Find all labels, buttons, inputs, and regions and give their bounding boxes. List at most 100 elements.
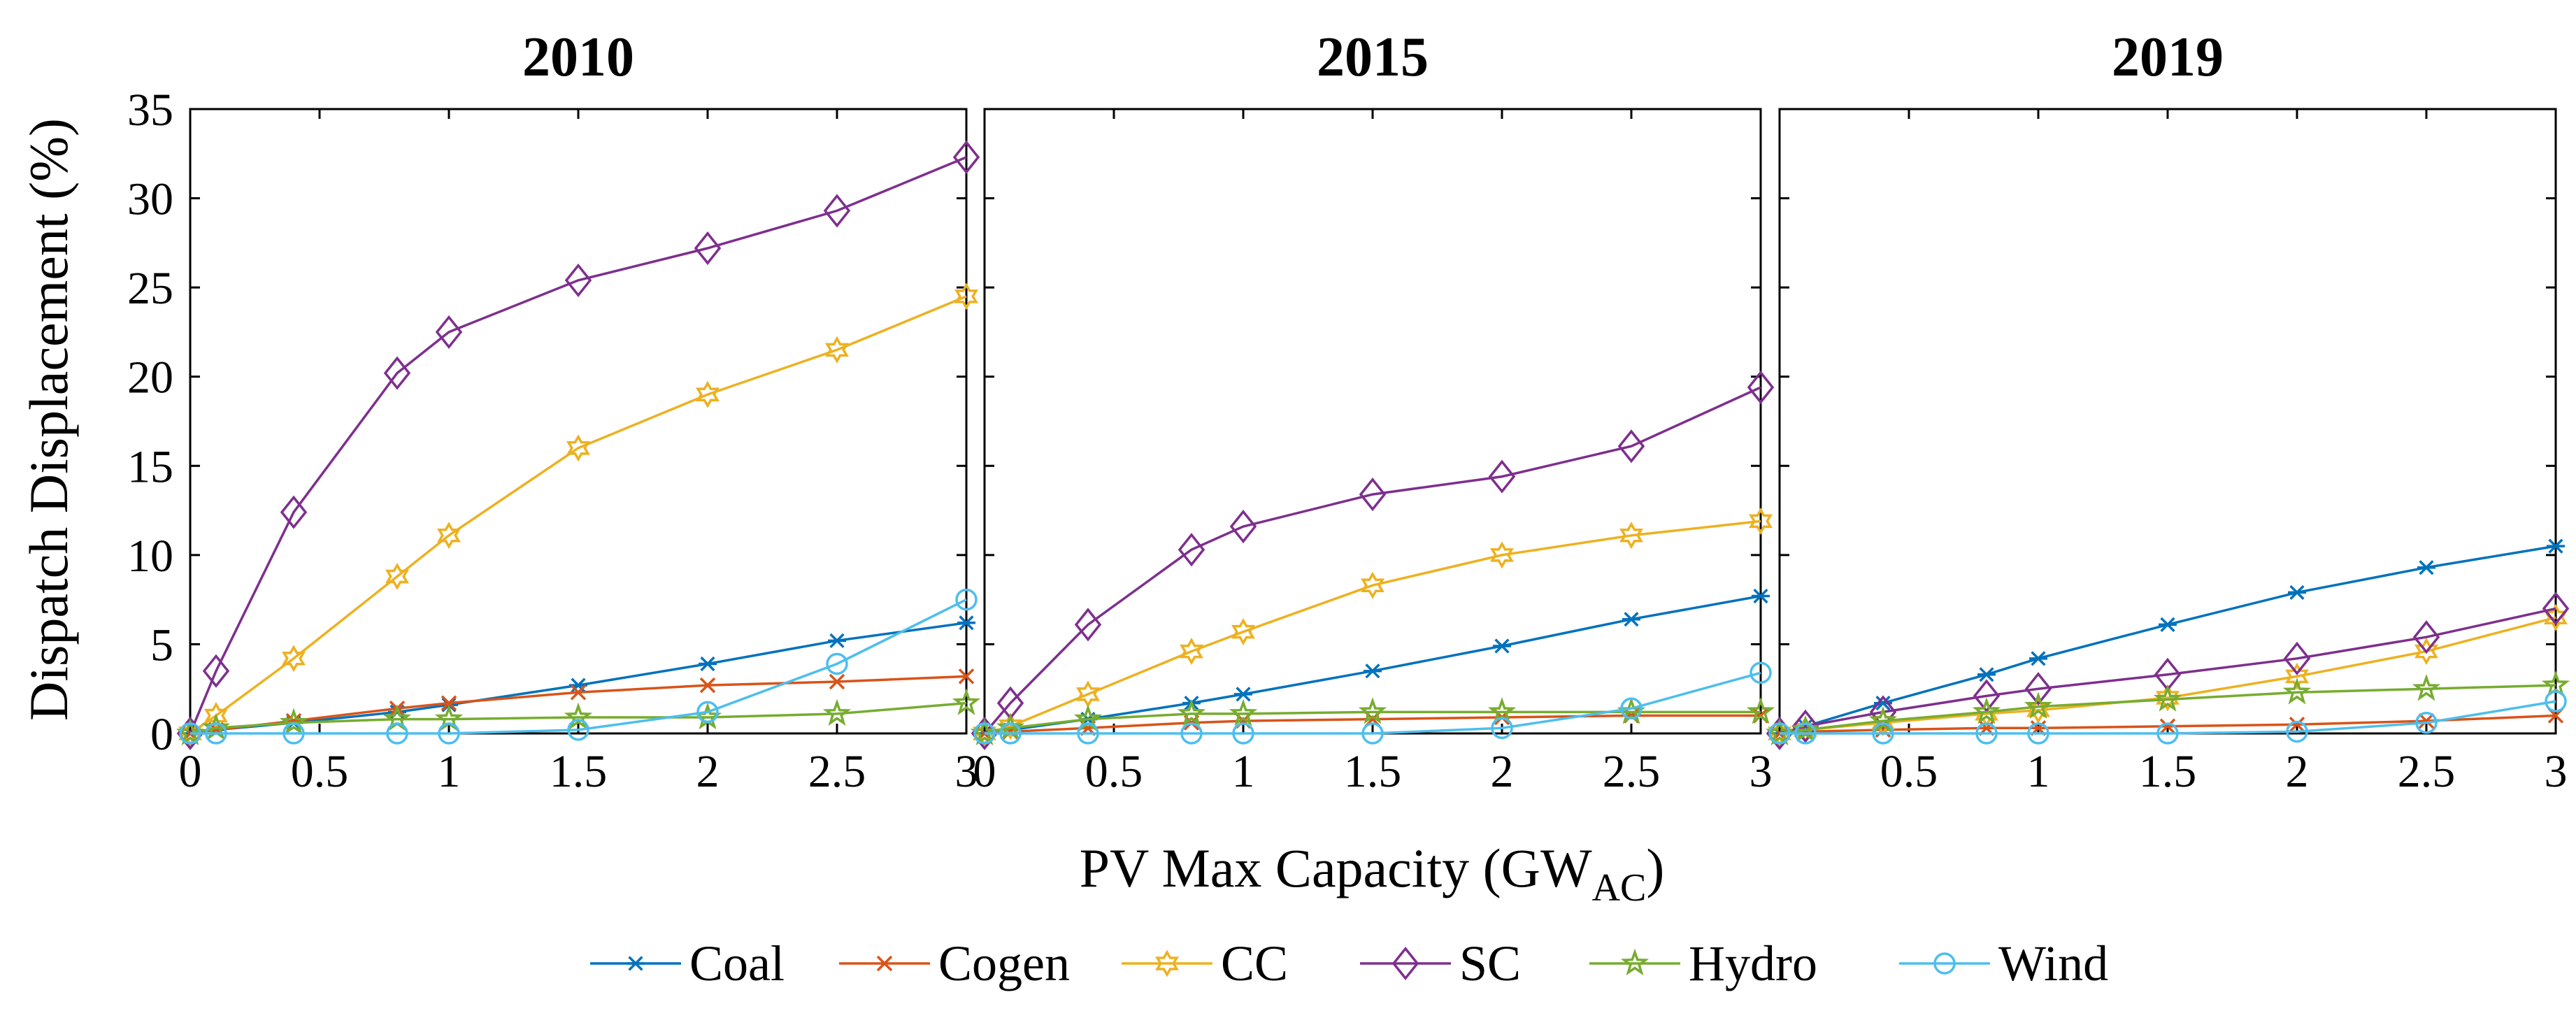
x-tick-label: 1 [438,746,461,797]
data-point-coal [1622,612,1640,627]
x-tick-label: 0 [973,746,996,797]
data-point-wind [1180,722,1203,745]
legend-marker-asterisk [627,956,645,971]
data-point-cc [566,434,590,462]
data-point-hydro [822,698,852,726]
series-wind [179,588,978,745]
data-point-wind [999,722,1022,745]
x-tick-label: 1.5 [2139,746,2197,797]
panel-2015: 2015 0 0.5 1 1.5 2 2.5 3 [970,27,1775,797]
data-point-sc [823,194,851,228]
y-tick-label: 15 [127,441,173,492]
x-tick-label: 1 [2027,746,2050,797]
series-line-hydro [189,701,967,735]
legend-label: CC [1221,935,1288,991]
x-tick-label: 2 [2286,746,2309,797]
data-point-wind [1872,722,1894,745]
plot-frame [983,108,1762,735]
data-point-sc [202,654,230,688]
legend-item-cc: CC [1122,935,1288,991]
data-point-wind [2415,711,2438,734]
plot-frame [1778,108,2557,735]
data-point-wind [179,722,201,745]
data-point-cc [385,562,409,591]
data-point-wind [567,719,589,741]
legend-marker-diamond [1391,946,1419,981]
data-point-coal [1977,667,1996,682]
data-point-wind [205,722,227,745]
data-point-cogen [699,677,716,694]
x-tick-label: 2 [1491,746,1514,797]
data-point-cc [954,282,978,310]
data-point-sc [2024,672,2052,706]
data-point-cc [1619,522,1643,550]
data-point-sc [280,495,308,529]
data-point-coal [2547,538,2565,554]
data-point-cogen [2418,712,2435,729]
data-point-wind [973,722,996,745]
data-point-coal [1752,588,1770,604]
series-line-hydro [984,710,1761,735]
legend-label: Wind [1998,935,2108,991]
data-point-wind [955,588,978,611]
data-point-sc [1178,533,1205,567]
data-point-cogen [2159,718,2176,735]
series-line-sc [983,386,1761,735]
series-wind [1768,690,2567,745]
data-point-sc [1791,709,1819,743]
x-axis-label: PV Max Capacity (GWAC) [1080,838,1665,910]
data-point-wind [2156,722,2179,745]
data-point-coal [828,633,846,648]
series-line-hydro [1779,684,2556,735]
data-point-cc [178,719,202,747]
x-tick-label: 2.5 [1603,746,1661,797]
series-line-wind [985,671,1761,735]
panel-title: 2010 [522,27,634,88]
data-point-cc [2414,638,2438,666]
data-point-hydro [2282,677,2312,705]
data-point-sc [952,140,980,174]
series-cc [178,282,978,747]
data-point-sc [2283,641,2311,675]
data-point-cc [1749,507,1773,535]
data-point-coal [2417,560,2435,575]
legend-marker-hexagram [1155,949,1179,977]
data-point-cc [696,380,720,408]
y-tick-label: 10 [127,531,173,582]
data-point-sc [383,356,411,390]
data-point-wind [1077,722,1099,745]
data-point-wind [386,722,408,745]
data-point-cc [2285,662,2309,690]
x-tick-label: 2 [696,746,720,797]
panel-2019: 2019 0.5 1 1.5 2 2.5 3 [1765,27,2570,797]
series-wind [973,661,1772,745]
data-point-cc [825,336,849,364]
data-point-sc [1747,370,1775,405]
data-point-cc [437,522,461,550]
x-tick-label: 2.5 [2398,746,2456,797]
data-point-wind [1491,717,1513,740]
y-tick-label: 35 [127,85,173,136]
panel-title: 2015 [1317,27,1429,88]
series-line-wind [1780,700,2556,735]
legend-marker-cross [876,955,893,972]
data-point-hydro [1229,698,1258,726]
x-tick-label: 1 [1232,746,1255,797]
data-point-hydro [1868,705,1898,733]
x-tick-label: 3 [1749,746,1773,797]
data-point-sc [1617,429,1645,464]
y-axis-label: Dispatch Displacement (%) [18,118,79,721]
data-point-sc [564,263,592,297]
data-point-wind [1749,661,1772,684]
data-point-wind [696,701,719,724]
series-line-cc [189,295,967,735]
data-point-cc [282,645,306,673]
legend-item-cogen: Cogen [839,935,1070,991]
y-tick-label: 30 [127,174,173,225]
x-tick-label: 0 [179,746,202,797]
data-point-wind [2286,720,2308,743]
x-tick-label: 3 [955,746,978,797]
x-tick-label: 0.5 [1085,746,1143,797]
legend-marker-circle [1933,952,1956,975]
